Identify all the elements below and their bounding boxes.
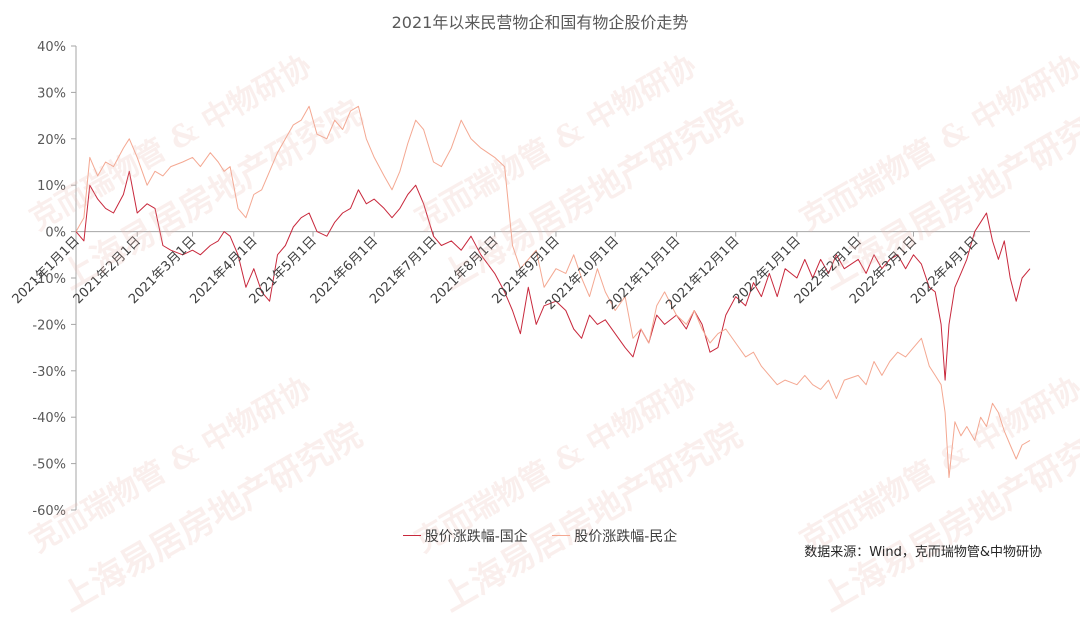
series-line-state [75, 170, 1031, 381]
y-tick-label: -30% [32, 365, 66, 380]
chart-axes: 40% 30% 20% 10% 0% -10% -20% -30% -40% -50% -60% [32, 40, 1030, 519]
y-tick-label: -60% [32, 504, 66, 519]
legend-swatch-state [402, 535, 421, 536]
y-tick-label: 20% [37, 133, 66, 148]
y-tick-label: 30% [37, 86, 66, 101]
legend-label-private: 股价涨跌幅-民企 [574, 528, 678, 545]
y-tick-label: -10% [32, 272, 66, 287]
legend-swatch-private [552, 535, 571, 536]
chart-legend: 股价涨跌幅-国企 股价涨跌幅-民企 [0, 524, 1080, 546]
y-tick-label: -20% [32, 318, 66, 333]
x-tick-labels: 2021年1月1日2021年2月1日2021年3月1日2021年4月1日2021… [10, 234, 982, 313]
y-tick-label: 0% [45, 226, 66, 241]
legend-item-state: 股价涨跌幅-国企 [402, 526, 528, 546]
chart-series [75, 105, 1031, 478]
y-tick-label: 40% [37, 40, 66, 55]
series-line-private [75, 105, 1031, 478]
y-tick-label: -40% [32, 411, 66, 426]
y-tick-label: -50% [32, 458, 66, 473]
legend-label-state: 股价涨跌幅-国企 [424, 528, 528, 545]
chart-title: 2021年以来民营物企和国有物企股价走势 [391, 13, 689, 32]
legend-item-private: 股价涨跌幅-民企 [552, 526, 677, 546]
data-source-note: 数据来源：Wind，克而瑞物管&中物研协 [804, 545, 1042, 560]
y-tick-label: 10% [37, 179, 66, 194]
line-chart: 40% 30% 20% 10% 0% -10% -20% -30% -40% -50% -60% 2… [10, 40, 1031, 519]
